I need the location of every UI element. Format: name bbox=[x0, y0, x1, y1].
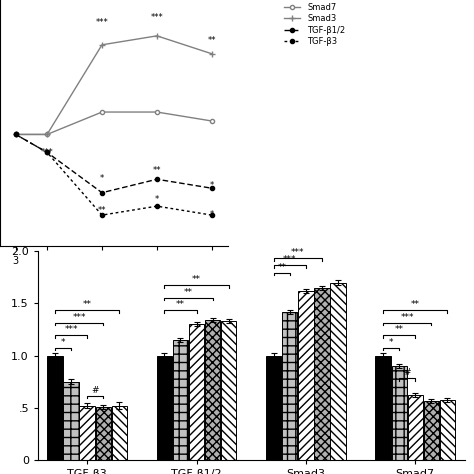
Bar bbox=[205, 320, 220, 460]
Bar bbox=[392, 366, 407, 460]
Text: ***: *** bbox=[151, 13, 163, 22]
Text: *: * bbox=[100, 174, 104, 183]
Text: ***: *** bbox=[283, 255, 297, 264]
Text: **: ** bbox=[153, 165, 161, 174]
Bar bbox=[64, 382, 79, 460]
Bar bbox=[80, 406, 95, 460]
Text: **: ** bbox=[411, 300, 420, 309]
Bar bbox=[282, 312, 298, 460]
Text: **: ** bbox=[176, 300, 185, 309]
Bar bbox=[266, 356, 282, 460]
Text: *: * bbox=[389, 337, 393, 346]
Bar bbox=[221, 321, 237, 460]
Text: **: ** bbox=[192, 275, 201, 284]
Text: *: * bbox=[61, 337, 65, 346]
Bar bbox=[298, 291, 314, 460]
Bar bbox=[375, 356, 391, 460]
Bar bbox=[47, 356, 63, 460]
Text: *: * bbox=[210, 210, 214, 219]
Text: ***: *** bbox=[64, 325, 78, 334]
Text: #: # bbox=[91, 386, 99, 394]
Text: ***: *** bbox=[401, 313, 414, 322]
Bar bbox=[408, 395, 423, 460]
Text: **: ** bbox=[395, 325, 404, 334]
Text: *: * bbox=[155, 195, 159, 204]
Bar bbox=[157, 356, 172, 460]
Text: **: ** bbox=[184, 288, 193, 297]
Text: ***: *** bbox=[73, 313, 86, 322]
Text: **: ** bbox=[208, 36, 216, 45]
Bar bbox=[424, 401, 439, 460]
Bar bbox=[173, 340, 188, 460]
Legend: Smad7, Smad3, TGF-β1/2, TGF-β3: Smad7, Smad3, TGF-β1/2, TGF-β3 bbox=[280, 0, 348, 49]
Bar bbox=[440, 401, 455, 460]
Text: **: ** bbox=[98, 206, 106, 215]
Bar bbox=[189, 324, 204, 460]
Bar bbox=[330, 283, 346, 460]
Text: **: ** bbox=[277, 263, 286, 272]
Text: ***: *** bbox=[96, 18, 109, 27]
Text: ***: *** bbox=[41, 147, 54, 156]
Text: *: * bbox=[210, 181, 214, 190]
Bar bbox=[314, 288, 329, 460]
Bar bbox=[96, 407, 111, 460]
X-axis label: Time ( d ): Time ( d ) bbox=[90, 271, 137, 281]
Text: ***: *** bbox=[291, 248, 305, 257]
Bar bbox=[112, 406, 127, 460]
Text: **: ** bbox=[82, 300, 91, 309]
Text: #: # bbox=[403, 368, 411, 377]
